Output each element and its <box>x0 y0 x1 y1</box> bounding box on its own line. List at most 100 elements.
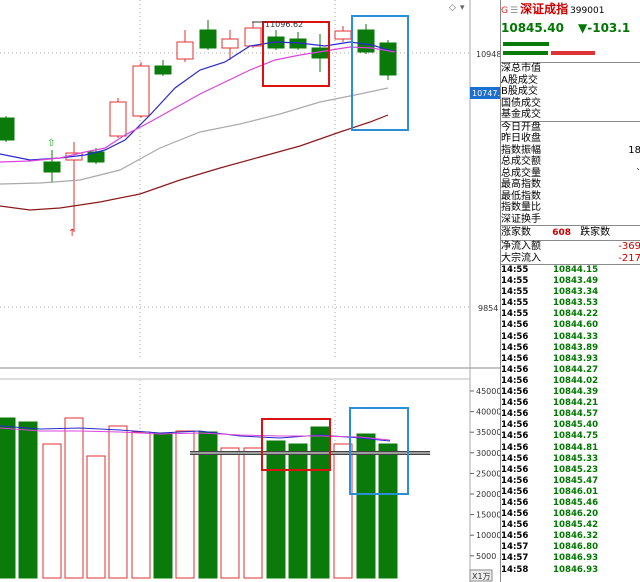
tick-row[interactable]: 14:56 10844.81 <box>501 443 640 454</box>
tick-time: 14:56 <box>501 331 529 342</box>
index-stat-label: 总成交额 <box>501 156 541 167</box>
volume-unit-box <box>469 569 493 582</box>
tick-price: 10844.33 <box>553 331 599 342</box>
index-stat-value: ` <box>636 168 640 180</box>
index-stat-label: 指数量比 <box>501 202 541 213</box>
tick-row[interactable]: 14:56 10845.33 <box>501 454 640 465</box>
tick-row[interactable]: 14:56 10846.20 <box>501 509 640 520</box>
index-stat-label: 昨日收盘 <box>501 133 541 144</box>
candle-body[interactable] <box>221 38 239 49</box>
market-info-row: 深总市值 <box>501 63 640 75</box>
tick-price: 10843.34 <box>553 287 599 298</box>
index-code: 399001 <box>570 6 605 16</box>
volume-bar[interactable] <box>243 447 263 579</box>
tick-row[interactable]: 14:55 10843.34 <box>501 287 640 298</box>
volume-bar[interactable] <box>86 455 106 579</box>
tick-time: 14:56 <box>501 486 529 497</box>
quote-header: G ☰ 深证成指 399001 <box>501 0 640 18</box>
volume-bar[interactable] <box>153 432 173 579</box>
candle-body[interactable] <box>109 101 127 137</box>
index-stat-row: 昨日收盘 <box>501 133 640 145</box>
tick-row[interactable]: 14:56 10845.42 <box>501 520 640 531</box>
highlight-box-red-price <box>262 21 330 87</box>
volume-axis: 45000 40000 35000 30000 25000 20000 15000 10000… <box>470 387 500 561</box>
tick-row[interactable]: 14:56 10845.40 <box>501 420 640 431</box>
tick-row[interactable]: 14:55 10844.15 <box>501 265 640 276</box>
tick-row[interactable]: 14:56 10843.89 <box>501 343 640 354</box>
tick-row[interactable]: 14:56 10844.75 <box>501 431 640 442</box>
market-info-section: 深总市值 A股成交 B股成交 国债成交 基金成交 <box>501 63 640 121</box>
tick-row[interactable]: 14:56 10844.02 <box>501 376 640 387</box>
tick-price: 10844.02 <box>553 375 599 386</box>
kline-chart[interactable]: ⇧ ↑ 11096.62 10948 9854 10747.3 45000 400… <box>0 0 500 582</box>
tick-price: 10846.32 <box>553 531 599 542</box>
up-count-label: 涨家数 <box>501 227 531 238</box>
tick-row[interactable]: 14:56 10845.46 <box>501 498 640 509</box>
tick-time: 14:56 <box>501 497 529 508</box>
volume-bar[interactable] <box>64 417 84 579</box>
tick-row[interactable]: 14:58 10846.93 <box>501 565 640 576</box>
volume-bar[interactable] <box>356 433 376 579</box>
tick-row[interactable]: 14:56 10846.32 <box>501 531 640 542</box>
volume-axis-label: 40000 <box>476 408 500 417</box>
candle-body[interactable] <box>154 65 172 75</box>
volume-bar[interactable] <box>333 443 353 579</box>
tick-time: 14:55 <box>501 265 529 275</box>
volume-bar[interactable] <box>220 447 240 579</box>
dropdown-icon[interactable]: ▾ <box>460 3 465 13</box>
candle-body[interactable] <box>334 30 352 40</box>
tick-row[interactable]: 14:56 10844.21 <box>501 398 640 409</box>
volume-bar[interactable] <box>0 417 16 579</box>
index-stat-row: 深证换手 <box>501 214 640 226</box>
index-stat-label: 今日开盘 <box>501 121 541 133</box>
volume-bar[interactable] <box>175 430 195 579</box>
kline-chart-area[interactable]: ⇧ ↑ 11096.62 10948 9854 10747.3 45000 400… <box>0 0 500 582</box>
tick-price: 10845.33 <box>553 453 599 464</box>
volume-bar[interactable] <box>108 425 128 579</box>
tick-row[interactable]: 14:56 10845.23 <box>501 465 640 476</box>
tick-row[interactable]: 14:56 10844.60 <box>501 320 640 331</box>
tick-row[interactable]: 14:56 10846.01 <box>501 487 640 498</box>
candle-body[interactable] <box>199 29 217 49</box>
tick-row[interactable]: 14:56 10843.93 <box>501 354 640 365</box>
tick-time: 14:56 <box>501 442 529 453</box>
candle-body[interactable] <box>43 161 61 173</box>
tick-row[interactable]: 14:57 10846.93 <box>501 553 640 564</box>
index-stat-row: 最低指数 <box>501 191 640 203</box>
tick-row[interactable]: 14:56 10844.33 <box>501 332 640 343</box>
menu-icon[interactable]: ☰ <box>509 6 519 16</box>
tick-price: 10845.23 <box>553 464 599 475</box>
market-info-label: 基金成交 <box>501 109 541 120</box>
candle-body[interactable] <box>357 29 375 53</box>
index-stat-label: 深证换手 <box>501 213 541 225</box>
tick-row[interactable]: 14:56 10844.39 <box>501 387 640 398</box>
candle-body[interactable] <box>176 41 194 60</box>
candle-body[interactable] <box>0 117 15 141</box>
volume-bar[interactable] <box>266 440 286 579</box>
tick-row[interactable]: 14:57 10846.80 <box>501 542 640 553</box>
volume-bar[interactable] <box>288 443 308 579</box>
dropdown-icon[interactable]: ◇ <box>449 3 456 13</box>
tick-row[interactable]: 14:55 10843.53 <box>501 298 640 309</box>
tick-row[interactable]: 14:55 10844.22 <box>501 309 640 320</box>
tick-price: 10846.80 <box>553 542 599 553</box>
tick-row[interactable]: 14:56 10844.57 <box>501 409 640 420</box>
tick-time: 14:58 <box>501 564 529 575</box>
volume-bar[interactable] <box>131 431 151 579</box>
current-price: 10845.40 <box>501 21 565 35</box>
volume-bar[interactable] <box>378 443 398 579</box>
tick-list[interactable]: 14:55 10844.15 14:55 10843.49 14:55 10843.34 1… <box>501 265 640 576</box>
buy-sell-bars <box>501 38 640 62</box>
g-mark[interactable]: G <box>501 6 508 16</box>
index-stat-row: 今日开盘 <box>501 122 640 134</box>
tick-row[interactable]: 14:56 10844.27 <box>501 365 640 376</box>
volume-bar[interactable] <box>18 421 38 579</box>
tick-row[interactable]: 14:56 10845.47 <box>501 476 640 487</box>
candle-body[interactable] <box>132 65 150 117</box>
volume-bar[interactable] <box>310 426 330 579</box>
tick-price: 10844.75 <box>553 431 599 442</box>
tick-row[interactable]: 14:55 10843.49 <box>501 276 640 287</box>
candle-body[interactable] <box>244 27 262 47</box>
volume-bar[interactable] <box>42 443 62 579</box>
volume-axis-label: 5000 <box>476 552 496 561</box>
